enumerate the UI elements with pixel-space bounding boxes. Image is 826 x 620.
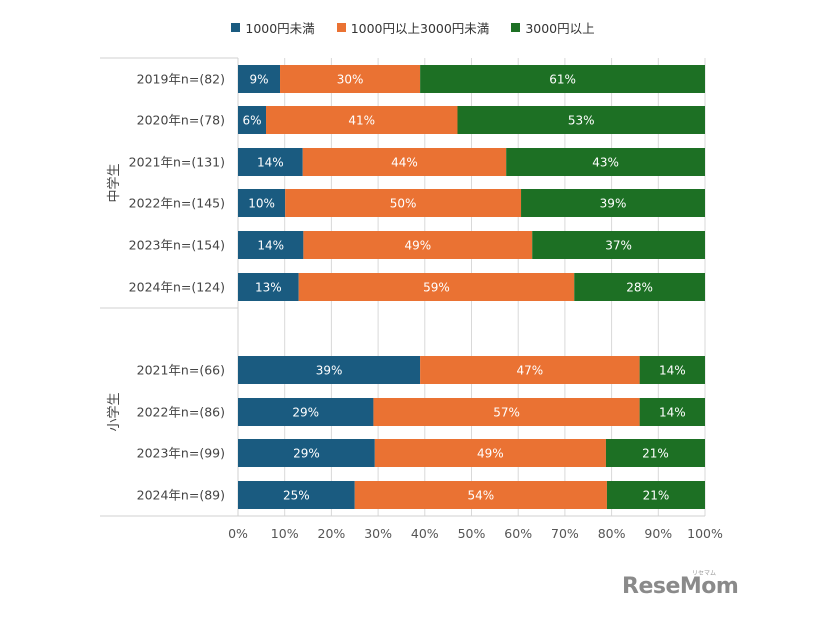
bar-segment — [298, 273, 575, 301]
x-tick-label: 30% — [364, 526, 392, 541]
legend-label: 3000円以上 — [525, 21, 595, 36]
x-tick-label: 60% — [504, 526, 532, 541]
data-label: 39% — [600, 197, 627, 211]
legend-label: 1000円以上3000円未満 — [350, 21, 490, 36]
legend-swatch — [511, 23, 521, 32]
bar-segment — [266, 106, 458, 134]
bar-segment — [354, 481, 607, 509]
data-label: 21% — [643, 489, 670, 503]
data-label: 10% — [248, 197, 275, 211]
bar-segment — [303, 231, 533, 259]
bar-segment — [639, 356, 705, 384]
row-label: 2020年n=(78) — [137, 113, 225, 128]
row-label: 2019年n=(82) — [137, 72, 225, 87]
bar-segment — [280, 65, 421, 93]
row-label: 2021年n=(66) — [137, 363, 225, 378]
bar-segment — [605, 439, 705, 467]
row-label: 2024年n=(124) — [129, 280, 225, 295]
data-label: 14% — [257, 156, 284, 170]
data-label: 14% — [659, 406, 686, 420]
data-label: 59% — [423, 281, 450, 295]
bar-segment — [302, 148, 507, 176]
bar-segment — [238, 231, 304, 259]
data-label: 39% — [316, 364, 343, 378]
row-label: 2022年n=(145) — [129, 196, 225, 211]
row-label: 2024年n=(89) — [137, 488, 225, 503]
x-tick-label: 50% — [458, 526, 486, 541]
data-label: 9% — [249, 73, 268, 87]
data-label: 25% — [283, 489, 310, 503]
x-tick-label: 90% — [644, 526, 672, 541]
data-label: 49% — [477, 447, 504, 461]
data-label: 21% — [642, 447, 669, 461]
bar-segment — [238, 273, 299, 301]
x-tick-label: 40% — [411, 526, 439, 541]
data-label: 44% — [391, 156, 418, 170]
data-label: 28% — [626, 281, 653, 295]
bar-segment — [506, 148, 705, 176]
bar-segment — [574, 273, 705, 301]
data-label: 6% — [242, 114, 261, 128]
data-label: 14% — [257, 239, 284, 253]
row-label: 2023年n=(99) — [137, 446, 225, 461]
data-label: 50% — [390, 197, 417, 211]
bar-segment — [532, 231, 705, 259]
row-label: 2021年n=(131) — [129, 155, 225, 170]
data-label: 13% — [255, 281, 282, 295]
bar-segment — [420, 65, 705, 93]
data-label: 43% — [592, 156, 619, 170]
bar-segment — [373, 398, 640, 426]
legend-item-over-3000: 3000円以上 — [511, 18, 595, 37]
x-tick-label: 80% — [598, 526, 626, 541]
row-label: 2023年n=(154) — [129, 238, 225, 253]
x-tick-label: 70% — [551, 526, 579, 541]
resemom-logo-sub: リセマム — [692, 570, 717, 577]
bar-segment — [521, 189, 705, 217]
legend-swatch — [231, 23, 241, 32]
resemom-logo: ReseMom — [622, 574, 739, 599]
bar-segment — [639, 398, 705, 426]
data-label: 29% — [292, 406, 319, 420]
bar-segment — [238, 148, 303, 176]
bar-segment — [457, 106, 705, 134]
row-label: 2022年n=(86) — [137, 405, 225, 420]
group-label: 中学生 — [106, 163, 122, 202]
group-label: 小学生 — [106, 392, 122, 431]
bar-segment — [420, 356, 640, 384]
x-tick-label: 0% — [228, 526, 248, 541]
data-label: 61% — [549, 73, 576, 87]
data-label: 41% — [348, 114, 375, 128]
bar-segment — [285, 189, 522, 217]
x-tick-label: 100% — [687, 526, 723, 541]
legend: 1000円未満 1000円以上3000円未満 3000円以上 — [0, 18, 826, 37]
legend-item-1000-3000: 1000円以上3000円未満 — [336, 18, 490, 37]
data-label: 53% — [568, 114, 595, 128]
legend-swatch — [336, 23, 346, 32]
data-label: 49% — [404, 239, 431, 253]
legend-label: 1000円未満 — [245, 21, 315, 36]
data-label: 29% — [293, 447, 320, 461]
bar-segment — [606, 481, 705, 509]
data-label: 57% — [493, 406, 520, 420]
legend-item-under-1000: 1000円未満 — [231, 18, 315, 37]
data-label: 30% — [337, 73, 364, 87]
bar-segment — [238, 439, 375, 467]
data-label: 37% — [605, 239, 632, 253]
bar-segment — [374, 439, 606, 467]
data-label: 54% — [468, 489, 495, 503]
data-label: 14% — [659, 364, 686, 378]
bar-segment — [238, 106, 267, 134]
bar-segment — [238, 189, 286, 217]
x-tick-label: 10% — [271, 526, 299, 541]
bar-segment — [238, 65, 281, 93]
bar-segment — [238, 481, 355, 509]
data-label: 47% — [517, 364, 544, 378]
bar-segment — [238, 398, 374, 426]
x-tick-label: 20% — [318, 526, 346, 541]
bar-segment — [238, 356, 421, 384]
